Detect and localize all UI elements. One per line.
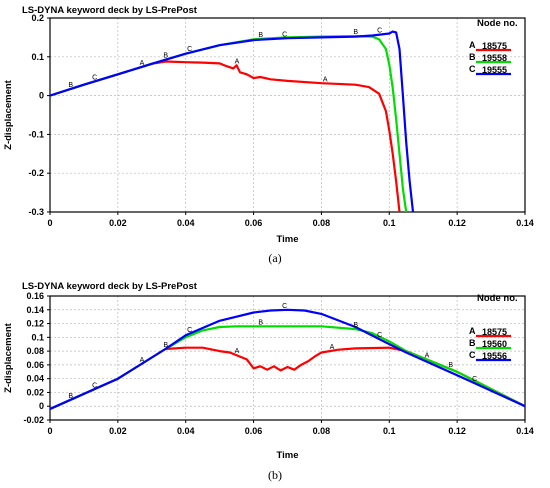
series-marker-A: A	[235, 58, 240, 65]
series-marker-B: B	[353, 322, 358, 329]
y-tick-label: -0.3	[28, 207, 44, 217]
series-marker-C: C	[187, 327, 192, 334]
series-marker-B: B	[68, 82, 73, 89]
series-marker-A: A	[425, 352, 430, 359]
y-tick-label: 0.04	[26, 374, 44, 384]
y-tick-label: 0.1	[31, 332, 44, 342]
plot-frame	[49, 17, 526, 213]
series-marker-C: C	[92, 382, 97, 389]
series-marker-B: B	[258, 319, 263, 326]
legend-title: Node no.	[477, 18, 518, 29]
series-line-C	[50, 308, 525, 411]
legend-entry-C: 19555	[482, 65, 507, 75]
figure-caption: (a)	[268, 251, 281, 265]
x-tick-label: 0.14	[516, 426, 534, 436]
x-tick-label: 0.14	[516, 218, 534, 228]
x-tick-label: 0.06	[245, 426, 263, 436]
series-marker-A: A	[330, 344, 335, 351]
legend-entry-A: 18575	[482, 41, 507, 51]
legend-entry-C: 19556	[482, 351, 507, 361]
y-axis-label: Z-displacement	[3, 322, 14, 393]
series-marker-B: B	[68, 393, 73, 400]
series-marker-A: A	[323, 76, 328, 83]
x-tick-label: 0.1	[383, 218, 396, 228]
series-marker-C: C	[92, 75, 97, 82]
x-tick-label: 0.12	[448, 426, 466, 436]
x-tick-label: 0.06	[245, 218, 263, 228]
y-tick-label: 0	[39, 401, 44, 411]
chart-panel-0: LS-DYNA keyword deck by LS-PrePost 0 0.02 0…	[3, 5, 534, 265]
y-tick-label: 0.02	[26, 387, 44, 397]
x-tick-label: 0.1	[383, 426, 396, 436]
y-tick-label: 0.08	[26, 346, 44, 356]
series-marker-C: C	[282, 31, 287, 38]
series-line-A	[50, 60, 401, 212]
x-tick-label: 0.02	[109, 426, 127, 436]
y-tick-label: 0.06	[26, 360, 44, 370]
y-tick-label: 0.1	[31, 52, 44, 62]
series-marker-B: B	[258, 32, 263, 39]
y-tick-label: -0.02	[23, 415, 44, 425]
legend-marker-A: A	[469, 40, 476, 50]
y-tick-label: 0.12	[26, 319, 44, 329]
series-line-A	[50, 346, 525, 411]
x-tick-label: 0.08	[313, 426, 331, 436]
x-tick-label: 0	[47, 218, 52, 228]
chart-panel-1: LS-DYNA keyword deck by LS-PrePost 0 0.02 0…	[3, 281, 534, 482]
y-axis-label: Z-displacement	[3, 79, 14, 150]
plot-frame	[49, 295, 526, 421]
series-marker-B: B	[163, 53, 168, 60]
legend-marker-A: A	[469, 326, 476, 336]
legend-entry-B: 19558	[482, 53, 507, 63]
y-tick-label: 0.16	[26, 291, 44, 301]
x-tick-label: 0.02	[109, 218, 127, 228]
y-tick-label: -0.2	[28, 168, 44, 178]
series-marker-B: B	[163, 342, 168, 349]
x-tick-label: 0.04	[177, 218, 195, 228]
series-marker-C: C	[472, 376, 477, 383]
series-marker-C: C	[377, 28, 382, 35]
series-marker-A: A	[140, 60, 145, 67]
y-tick-label: 0	[39, 91, 44, 101]
x-tick-label: 0.08	[313, 218, 331, 228]
series-marker-C: C	[187, 46, 192, 53]
chart-title: LS-DYNA keyword deck by LS-PrePost	[22, 5, 198, 16]
series-marker-A: A	[140, 357, 145, 364]
x-tick-label: 0.04	[177, 426, 195, 436]
series-marker-B: B	[353, 29, 358, 36]
series-line-C	[50, 30, 415, 212]
series-marker-C: C	[282, 303, 287, 310]
series-marker-C: C	[377, 332, 382, 339]
legend-entry-A: 18575	[482, 327, 507, 337]
legend-title: Node no.	[477, 293, 518, 304]
series-marker-B: B	[448, 362, 453, 369]
y-tick-label: -0.1	[28, 129, 44, 139]
x-axis-label: Time	[276, 450, 298, 461]
y-tick-label: 0.2	[31, 13, 44, 23]
legend-entry-B: 19560	[482, 339, 507, 349]
legend-marker-C: C	[469, 350, 476, 360]
chart-title: LS-DYNA keyword deck by LS-PrePost	[22, 281, 198, 292]
legend-marker-B: B	[469, 52, 476, 62]
series-line-B	[50, 35, 408, 212]
x-axis-label: Time	[276, 234, 298, 245]
figure-caption: (b)	[268, 468, 282, 482]
legend-marker-C: C	[469, 64, 476, 74]
legend-marker-B: B	[469, 338, 476, 348]
series-marker-A: A	[235, 348, 240, 355]
x-tick-label: 0	[47, 426, 52, 436]
y-tick-label: 0.14	[26, 305, 44, 315]
x-tick-label: 0.12	[448, 218, 466, 228]
